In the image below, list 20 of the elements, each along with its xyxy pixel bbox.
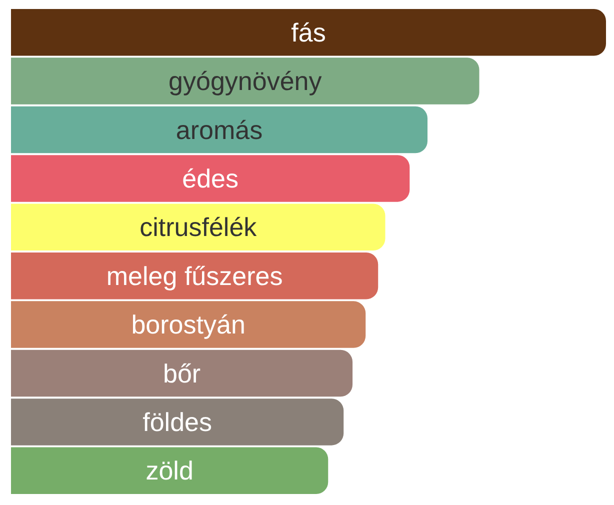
bar xyxy=(11,398,344,446)
y-tick-label: zöld xyxy=(146,456,194,486)
y-tick-label: gyógynövény xyxy=(168,66,322,96)
y-tick-label: földes xyxy=(142,406,212,437)
y-tick-label: édes xyxy=(182,163,239,194)
bar xyxy=(11,447,328,494)
y-tick-label: citrusfélék xyxy=(140,212,258,242)
y-tick-label: aromás xyxy=(176,114,263,145)
bar xyxy=(11,58,480,104)
y-tick-label: fás xyxy=(291,17,326,48)
bar xyxy=(11,155,410,202)
bar xyxy=(11,252,378,300)
y-tick-label: borostyán xyxy=(131,310,246,340)
y-tick-label: meleg fűszeres xyxy=(106,260,283,291)
bar xyxy=(11,8,606,56)
y-tick-label: bőr xyxy=(162,358,201,388)
bar xyxy=(11,301,366,348)
bar xyxy=(11,106,428,154)
bar xyxy=(11,204,386,251)
bar xyxy=(11,350,353,397)
